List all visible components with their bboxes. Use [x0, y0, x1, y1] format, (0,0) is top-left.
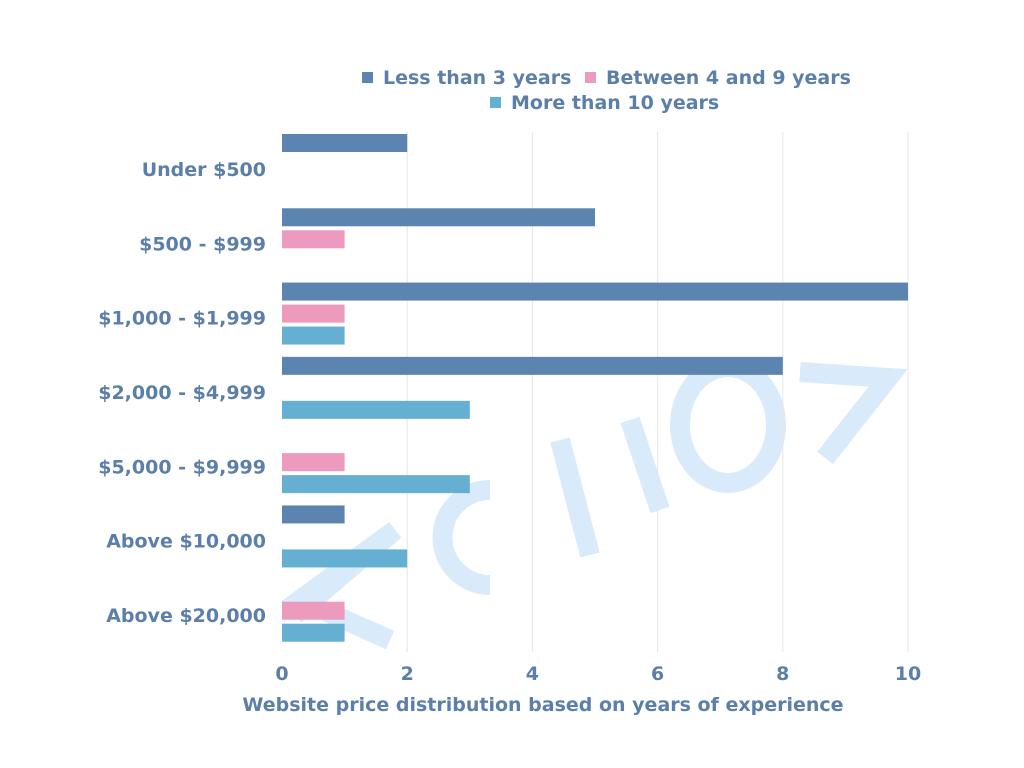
category-label: Above $20,000: [106, 605, 266, 627]
x-axis-title: Website price distribution based on year…: [242, 694, 843, 716]
bar: [282, 282, 908, 301]
bar: [282, 601, 345, 620]
category-label: $500 - $999: [139, 233, 266, 255]
bar: [282, 304, 345, 323]
x-tick-label: 2: [401, 663, 414, 685]
bar: [282, 623, 345, 642]
bar: [282, 549, 408, 568]
legend-label: More than 10 years: [511, 92, 719, 114]
bar: [282, 326, 345, 345]
bar: [282, 475, 470, 494]
x-tick-label: 8: [776, 663, 789, 685]
legend: Less than 3 years Between 4 and 9 years Mo…: [362, 67, 851, 114]
category-label: $1,000 - $1,999: [98, 308, 266, 330]
x-tick-label: 4: [526, 663, 539, 685]
category-label: $2,000 - $4,999: [98, 382, 266, 404]
bar: [282, 453, 345, 472]
legend-label: Between 4 and 9 years: [606, 67, 851, 89]
bar: [282, 400, 470, 419]
bar: [282, 134, 408, 152]
watermark-logo: [280, 357, 908, 650]
legend-swatch: [490, 97, 501, 108]
x-tick-label: 0: [275, 663, 288, 685]
bar: [282, 230, 345, 249]
category-labels: Under $500 $500 - $999 $1,000 - $1,999 $2,0…: [98, 159, 266, 627]
legend-swatch: [362, 72, 373, 83]
x-tick-label: 10: [895, 663, 921, 685]
bar: [282, 208, 595, 227]
category-label: Under $500: [142, 159, 266, 181]
category-label: $5,000 - $9,999: [98, 456, 266, 478]
x-tick-labels: 0 2 4 6 8 10: [275, 663, 921, 685]
legend-label: Less than 3 years: [383, 67, 571, 89]
legend-swatch: [585, 72, 596, 83]
x-tick-label: 6: [651, 663, 664, 685]
bar: [282, 505, 345, 524]
bar: [282, 356, 783, 375]
category-label: Above $10,000: [106, 531, 266, 553]
bars: [282, 134, 908, 642]
